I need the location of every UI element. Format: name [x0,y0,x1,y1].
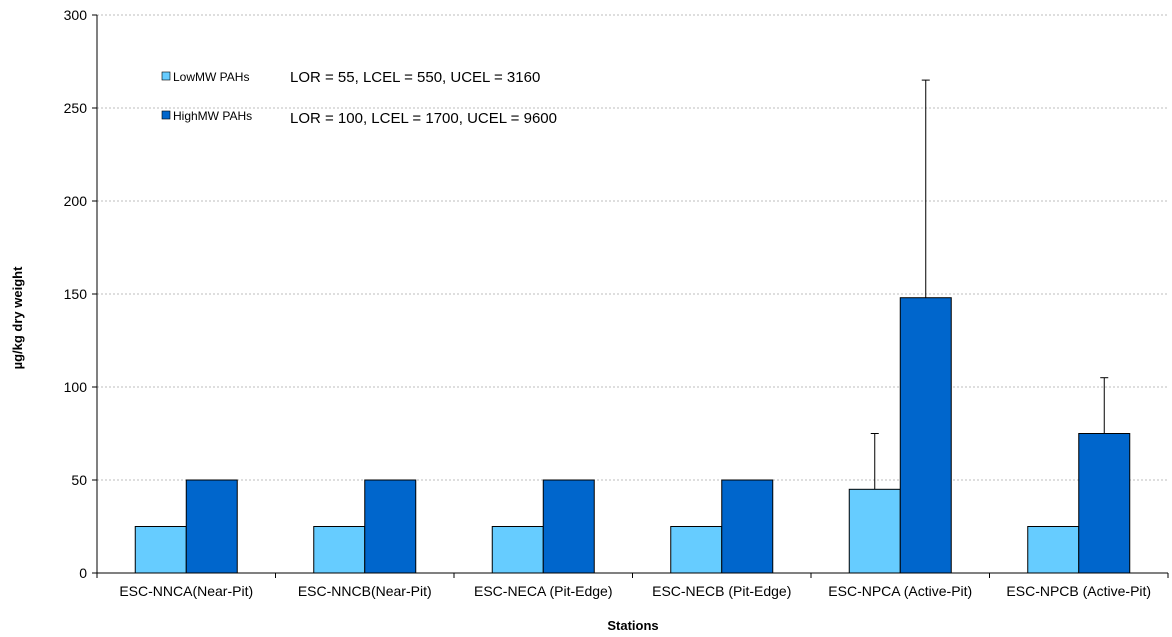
gridlines [97,14,1168,481]
bar-lowmw [848,488,901,574]
y-tick-labels: 0 50 100 150 200 250 300 [64,7,88,581]
bar-highmw [721,479,774,574]
axes [92,14,1169,578]
annotation-highmw-limits: LOR = 100, LCEL = 1700, UCEL = 9600 [290,110,557,127]
bar-highmw [1078,433,1131,574]
bar-highmw [542,479,595,574]
bar-lowmw [313,526,366,574]
bars [134,297,1131,574]
bar-lowmw [491,526,544,574]
bar-lowmw [1027,526,1080,574]
error-bars [870,79,1109,490]
bar-lowmw [134,526,187,574]
bar-lowmw [670,526,723,574]
x-tick-label: ESC-NNCB(Near-Pit) [298,583,432,599]
y-tick-label: 200 [64,193,88,209]
x-tick-label: ESC-NNCA(Near-Pit) [119,583,253,599]
y-axis-title: µg/kg dry weight [10,266,25,370]
legend-swatch-highmw [161,110,171,120]
y-tick-label: 50 [71,472,87,488]
y-tick-label: 300 [64,7,88,23]
x-axis-title: Stations [607,618,658,633]
x-tick-label: ESC-NPCB (Active-Pit) [1006,583,1151,599]
bar-highmw [185,479,238,574]
y-tick-label: 0 [79,565,87,581]
x-tick-label: ESC-NECB (Pit-Edge) [652,583,791,599]
legend-swatch-lowmw [161,71,171,81]
bar-highmw [364,479,417,574]
y-tick-label: 250 [64,100,88,116]
legend-label-highmw: HighMW PAHs [173,109,252,123]
x-tick-label: ESC-NPCA (Active-Pit) [828,583,972,599]
x-tick-labels: ESC-NNCA(Near-Pit) ESC-NNCB(Near-Pit) ESC-… [119,583,1151,599]
y-tick-label: 150 [64,286,88,302]
legend-label-lowmw: LowMW PAHs [173,70,249,84]
bar-highmw [899,297,952,574]
annotation-lowmw-limits: LOR = 55, LCEL = 550, UCEL = 3160 [290,69,540,86]
y-tick-label: 100 [64,379,88,395]
x-tick-label: ESC-NECA (Pit-Edge) [474,583,612,599]
legend: LowMW PAHs HighMW PAHs [161,70,252,123]
